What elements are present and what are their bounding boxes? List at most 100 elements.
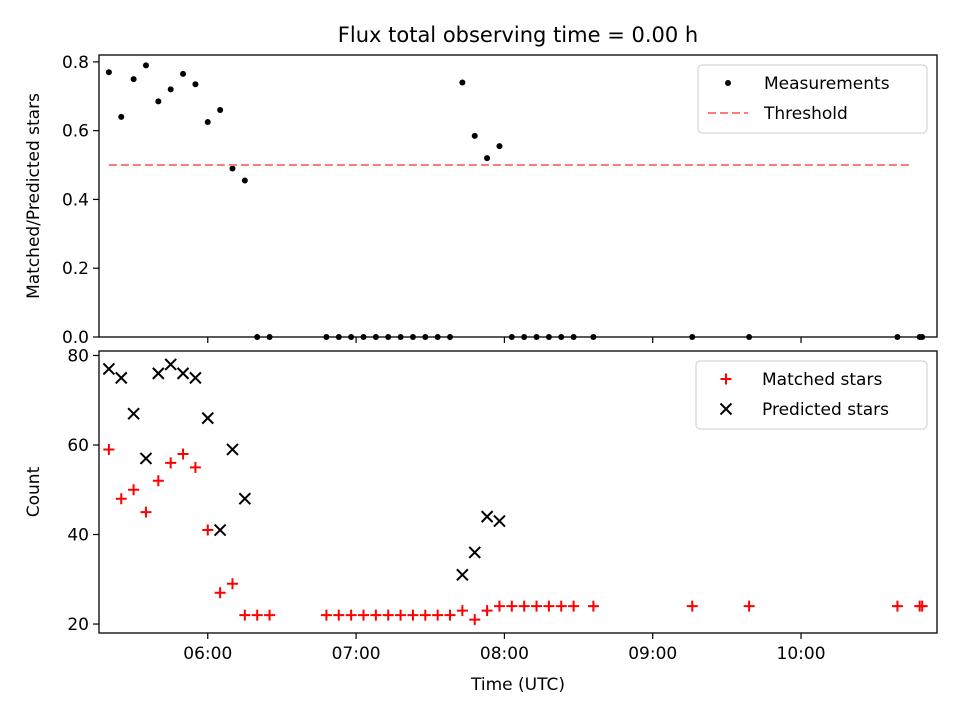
predicted-stars-point [238, 492, 252, 505]
chart-text: 0.0 0.2 0.4 0.6 0.8 Flux total observing time… [24, 23, 826, 695]
y-tick-label: 40 [67, 526, 89, 546]
measurement-point [385, 334, 392, 340]
y-tick-label: 80 [67, 346, 89, 366]
predicted-stars-point [226, 443, 239, 456]
predicted-stars-point [102, 362, 116, 376]
matched-stars-point [555, 600, 567, 612]
matched-stars-point [382, 609, 394, 621]
legend-entry-label: Threshold [763, 104, 848, 124]
measurement-point [130, 76, 137, 83]
y-tick-label: 20 [67, 615, 89, 635]
legend-measurement-swatch [725, 80, 731, 86]
matched-stars-point [419, 609, 431, 621]
legend-entry-label: Matched stars [762, 370, 882, 390]
predicted-stars-point [213, 523, 227, 537]
legend-predicted-swatch [719, 402, 733, 416]
measurement-point [746, 334, 753, 340]
predicted-stars-point [480, 510, 494, 523]
measurement-point [570, 334, 577, 340]
legend-box [695, 360, 928, 430]
matched-stars-point [481, 605, 493, 617]
predicted-stars-point [201, 411, 214, 425]
measurement-point [372, 334, 379, 340]
measurement-point [142, 62, 149, 69]
matched-stars-point [214, 587, 226, 599]
matched-stars-point [345, 609, 357, 621]
matched-stars-point [916, 600, 928, 612]
measurement-point [360, 334, 367, 340]
measurement-point [192, 81, 199, 88]
predicted-stars-point [115, 371, 128, 385]
measurement-point [689, 334, 696, 340]
measurement-point [533, 334, 540, 340]
measurement-point [241, 177, 248, 184]
matched-stars-point [177, 448, 189, 460]
measurement-point [335, 334, 342, 340]
predicted-stars-point [164, 358, 177, 371]
measurement-point [545, 334, 552, 340]
matched-stars-point [743, 600, 755, 612]
plot-frame [98, 350, 938, 634]
measurement-point [447, 334, 454, 340]
legend-matched-swatch [720, 373, 732, 385]
matched-stars-point [251, 609, 263, 621]
predicted-stars-point [456, 568, 469, 582]
matched-stars-point [189, 461, 201, 473]
chart-marks [102, 62, 928, 626]
chart-frames [98, 54, 938, 634]
measurement-point [894, 334, 901, 340]
matched-stars-point [518, 600, 530, 612]
measurement-point [558, 334, 565, 340]
y-tick-label: 0.6 [62, 122, 89, 142]
measurement-point [397, 334, 404, 340]
x-axis-label: Time (UTC) [470, 675, 565, 695]
matched-stars-point [456, 605, 468, 617]
predicted-stars-point [139, 452, 153, 465]
measurement-point [217, 107, 224, 114]
measurement-point [919, 334, 926, 340]
y-tick-label: 0.0 [62, 328, 89, 348]
measurement-point [508, 334, 515, 340]
chart-title: Flux total observing time = 0.00 h [338, 23, 698, 47]
matched-stars-point [320, 609, 332, 621]
y-tick-label: 0.2 [62, 259, 89, 279]
x-tick-label: 09:00 [628, 644, 677, 664]
legend-entry-label: Predicted stars [762, 400, 889, 420]
measurement-point [105, 69, 112, 76]
matched-stars-point [152, 475, 164, 487]
measurement-point [434, 334, 441, 340]
measurement-point [229, 165, 236, 172]
matched-stars-point [891, 600, 903, 612]
predicted-stars-point [176, 367, 190, 380]
x-tick-label: 10:00 [777, 644, 826, 664]
matched-stars-point [493, 600, 505, 612]
matched-stars-point [370, 609, 382, 621]
y-tick-label: 60 [67, 436, 89, 456]
measurement-point [459, 79, 466, 86]
y-axis-label: Matched/Predicted stars [24, 93, 44, 299]
matched-stars-point [140, 506, 152, 518]
matched-stars-point [506, 600, 518, 612]
measurement-point [266, 334, 273, 340]
x-tick-label: 08:00 [480, 644, 529, 664]
x-tick-label: 06:00 [183, 644, 232, 664]
matched-stars-point [686, 600, 698, 612]
matched-stars-point [568, 600, 580, 612]
matched-stars-point [407, 609, 419, 621]
predicted-stars-point [189, 371, 202, 385]
matched-stars-point [264, 609, 276, 621]
legend-entry-label: Measurements [764, 74, 890, 94]
predicted-stars-point [127, 407, 140, 420]
matched-stars-point [103, 443, 115, 455]
predicted-stars-point [468, 546, 481, 559]
matched-stars-point [531, 600, 543, 612]
matched-stars-point [239, 609, 251, 621]
measurement-point [180, 70, 187, 77]
measurement-point [204, 119, 211, 126]
measurement-point [496, 143, 503, 150]
measurement-point [118, 113, 125, 120]
matched-stars-point [165, 457, 177, 469]
matched-stars-point [587, 600, 599, 612]
matched-stars-point [395, 609, 407, 621]
